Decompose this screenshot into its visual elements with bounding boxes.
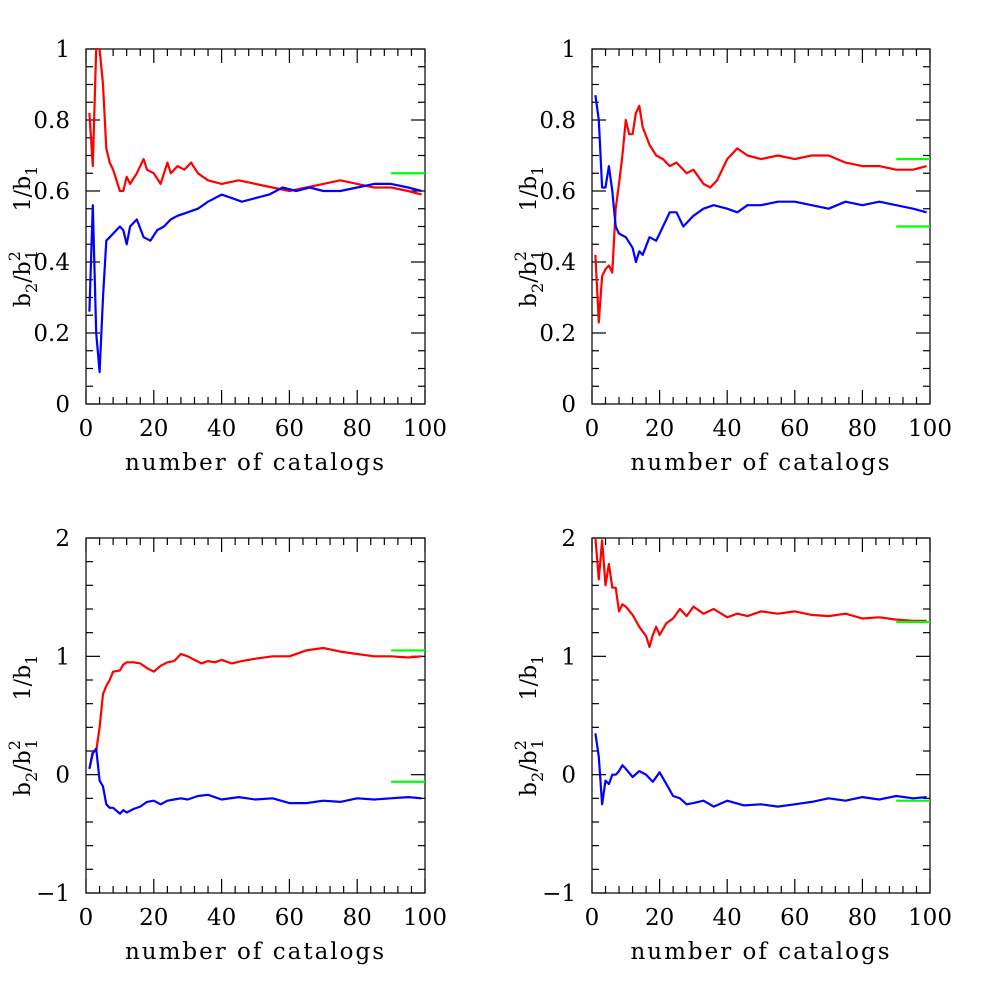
x-tick-label: 100 (908, 416, 952, 442)
x-tick-label: 20 (645, 416, 674, 442)
x-tick-label: 60 (275, 905, 304, 931)
y-tick-label: 0 (55, 763, 70, 789)
series-line-red (594, 104, 927, 324)
y-tick-label: 0.4 (33, 250, 70, 276)
y-axis-label-bias-ratio: b2/b21 (511, 739, 547, 796)
plot-frame (85, 537, 426, 894)
series-line-blue (594, 733, 927, 808)
x-tick-label: 20 (139, 905, 168, 931)
series-line-red (594, 538, 927, 649)
x-tick-label: 0 (79, 905, 94, 931)
series-line-blue (594, 94, 927, 264)
x-tick-label: 0 (585, 905, 600, 931)
y-tick-label: −1 (36, 881, 70, 907)
y-tick-label: 0 (561, 763, 576, 789)
x-tick-label: 80 (848, 905, 877, 931)
y-tick-label: 0.6 (33, 179, 70, 205)
x-tick-label: 40 (713, 416, 742, 442)
x-tick-label: 40 (207, 905, 236, 931)
x-tick-label: 40 (713, 905, 742, 931)
x-tick-label: 80 (343, 905, 372, 931)
y-tick-label: 0 (55, 392, 70, 418)
chart-panel-1: 0 20 40 60 80 100 0 0.2 0.4 0.6 0.8 1 number of cata… (5, 37, 447, 476)
x-tick-label: 40 (207, 416, 236, 442)
x-axis-title: number of catalogs (125, 450, 386, 476)
x-tick-label: 0 (79, 416, 94, 442)
chart-panel-3: 0 20 40 60 80 100 −1 0 1 2 number of catalogs 1/b1 b… (5, 526, 447, 965)
y-tick-label: 0.6 (539, 179, 576, 205)
x-tick-label: 20 (645, 905, 674, 931)
y-axis-label-inverse-bias: 1/b1 (11, 655, 41, 701)
chart-panel-4: 0 20 40 60 80 100 −1 0 1 2 number of catalogs 1/b1 b… (511, 526, 952, 965)
x-tick-label: 60 (275, 416, 304, 442)
y-axis-label-inverse-bias: 1/b1 (11, 166, 41, 212)
y-tick-label: 0.2 (539, 321, 576, 347)
y-tick-label: 0.8 (33, 108, 70, 134)
x-tick-label: 60 (780, 416, 809, 442)
x-tick-label: 100 (403, 905, 447, 931)
y-axis-label-bias-ratio: b2/b21 (5, 250, 41, 307)
x-tick-label: 0 (585, 416, 600, 442)
y-axis-label-bias-ratio: b2/b21 (5, 739, 41, 796)
x-tick-label: 80 (343, 416, 372, 442)
y-tick-label: 1 (55, 37, 70, 63)
plot-frame (591, 48, 931, 405)
y-tick-label: 2 (55, 526, 70, 552)
x-axis-title: number of catalogs (630, 450, 891, 476)
y-tick-label: −1 (542, 881, 576, 907)
series-line-blue (88, 182, 422, 374)
series-line-red (88, 646, 422, 770)
y-tick-label: 1 (561, 37, 576, 63)
y-tick-label: 1 (55, 644, 70, 670)
chart-panel-2: 0 20 40 60 80 100 0 0.2 0.4 0.6 0.8 1 number of cata… (511, 37, 952, 476)
y-tick-label: 0 (561, 392, 576, 418)
plot-frame (591, 537, 931, 894)
x-tick-label: 100 (403, 416, 447, 442)
x-axis-title: number of catalogs (630, 939, 891, 965)
y-axis-label-bias-ratio: b2/b21 (511, 250, 547, 307)
x-tick-label: 20 (139, 416, 168, 442)
y-tick-label: 0.2 (33, 321, 70, 347)
y-tick-label: 1 (561, 644, 576, 670)
series-line-blue (88, 747, 422, 815)
plot-frame (85, 48, 426, 405)
x-tick-label: 80 (848, 416, 877, 442)
y-axis-label-inverse-bias: 1/b1 (517, 655, 547, 701)
y-tick-label: 0.8 (539, 108, 576, 134)
x-axis-title: number of catalogs (125, 939, 386, 965)
y-tick-label: 0.4 (539, 250, 576, 276)
x-tick-label: 100 (908, 905, 952, 931)
y-axis-label-inverse-bias: 1/b1 (517, 166, 547, 212)
series-line-red (88, 49, 422, 196)
x-tick-label: 60 (780, 905, 809, 931)
y-tick-label: 2 (561, 526, 576, 552)
